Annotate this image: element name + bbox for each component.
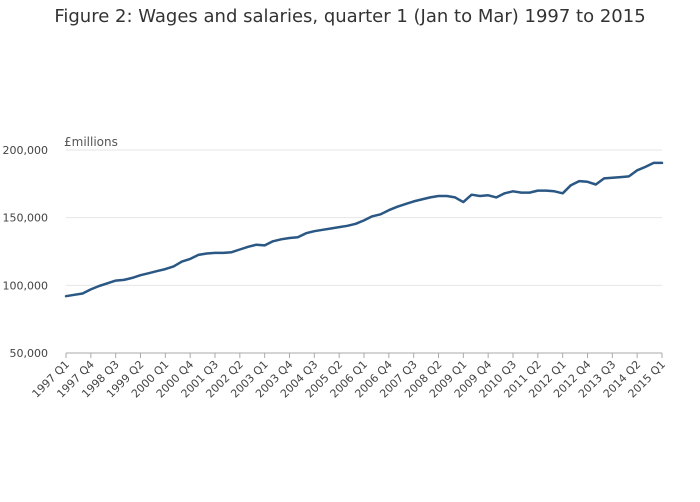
gridlines [66,149,662,354]
series-line-wages-salaries [64,161,664,298]
y-tick-label: 200,000 [3,144,49,157]
y-tick-label: 150,000 [3,212,49,225]
y-axis-ticks: 50,000 100,000 150,000 200,000 [3,144,49,360]
unit-label: £millions [64,135,118,149]
chart-title: Figure 2: Wages and salaries, quarter 1 … [54,6,646,27]
y-tick-label: 50,000 [10,347,49,360]
y-tick-label: 100,000 [3,279,49,292]
